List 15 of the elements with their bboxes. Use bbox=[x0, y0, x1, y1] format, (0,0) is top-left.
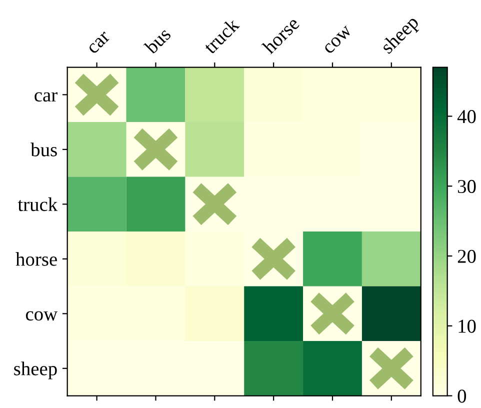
color-bar-label: 40 bbox=[457, 110, 476, 124]
y-tick-label: truck bbox=[18, 197, 58, 212]
x-tick-label: cow bbox=[324, 25, 353, 54]
y-tick-label: horse bbox=[16, 252, 57, 266]
color-bar-label: 10 bbox=[458, 320, 476, 333]
y-tick-label: sheep bbox=[14, 362, 57, 380]
y-tick-label: cow bbox=[26, 311, 58, 321]
x-tick-label: bus bbox=[143, 26, 172, 55]
x-tick-label: car bbox=[88, 32, 111, 54]
color-bar-label: 20 bbox=[458, 250, 476, 263]
x-tick-label: truck bbox=[202, 16, 240, 55]
color-bar-label: 30 bbox=[458, 180, 476, 194]
y-tick-label: car bbox=[34, 92, 58, 102]
color-bar-label: 0 bbox=[458, 390, 466, 403]
y-tick-label: bus bbox=[30, 142, 57, 156]
